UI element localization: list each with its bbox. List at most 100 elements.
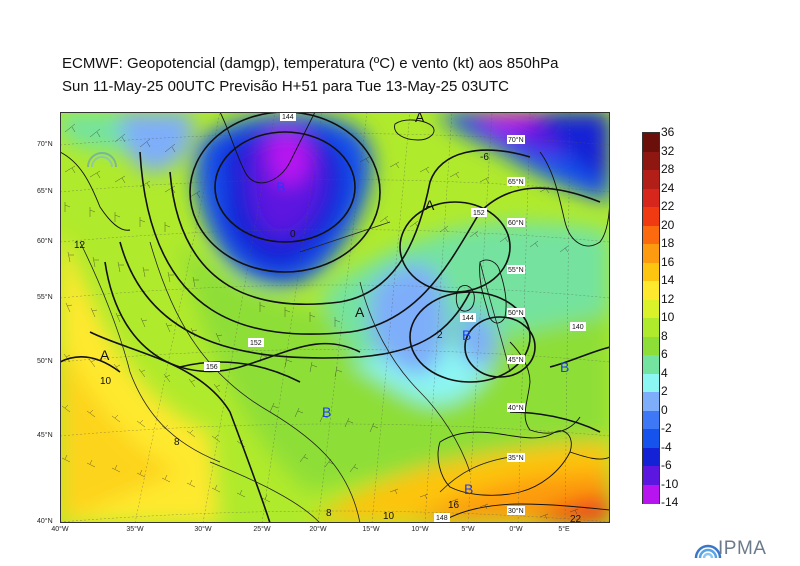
grid-label: 60°N [508, 219, 524, 227]
contour-label: 144 [462, 315, 474, 322]
isotherm-label: 8 [326, 508, 332, 519]
title-line-1: ECMWF: Geopotencial (damgp), temperatura… [62, 55, 559, 72]
isotherm-contours [79, 221, 511, 523]
iberia-coast [437, 430, 572, 496]
colorbar-tick-label: 28 [661, 162, 675, 176]
colorbar-tick-label: 16 [661, 254, 675, 269]
colorbar-tick-label: 4 [661, 365, 668, 380]
colorbar-segment [643, 170, 659, 189]
isotherm-value-labels: 12 10 8 2 0 -6 10 8 16 22 [74, 152, 582, 523]
low-center-label: B [276, 179, 285, 195]
lon-label: 10°W [411, 526, 429, 533]
scandinavia-coast [539, 151, 610, 247]
lon-label: 30°W [194, 526, 212, 533]
colorbar-tick-label: -14 [661, 495, 679, 509]
lon-label: 5°W [461, 526, 475, 533]
lat-label: 55°N [37, 294, 53, 301]
grid-label: 45°N [508, 356, 524, 364]
colorbar-tick-label: 18 [661, 236, 675, 250]
lat-label: 60°N [37, 238, 53, 245]
lon-label: 15°W [362, 526, 380, 533]
grid-label: 30°N [508, 507, 524, 515]
low-center-label: B [322, 404, 331, 420]
grid-label: 40°N [508, 404, 524, 412]
colorbar-segment [643, 410, 659, 430]
pressure-center-labels: A A A A B B B B B [100, 112, 569, 497]
isotherm-label: 10 [383, 511, 395, 522]
grid-label: 55°N [508, 266, 524, 274]
colorbar-segment [643, 207, 659, 226]
colorbar-segment [643, 466, 659, 485]
high-center-label: A [425, 197, 435, 213]
colorbar-segment [643, 188, 659, 208]
lat-label: 40°N [37, 518, 53, 525]
colorbar-tick-label: 12 [661, 291, 675, 306]
colorbar-segment [643, 151, 659, 171]
weather-map: A A A A B B B B B 152 144 140 156 148 15… [60, 112, 610, 523]
colorbar-segment [643, 336, 659, 356]
isotherm-label: 0 [290, 229, 296, 240]
colorbar-tick-label: 32 [661, 143, 675, 158]
grid-label: 50°N [508, 309, 524, 317]
colorbar-segment [643, 484, 659, 504]
temperature-colorbar [642, 132, 660, 504]
lon-label: 5°E [558, 526, 570, 533]
isotherm-label: 8 [174, 437, 180, 448]
colorbar-tick-label: 22 [661, 199, 675, 213]
colorbar-segment [643, 225, 659, 245]
high-center-label: A [355, 304, 365, 320]
lat-label: 70°N [37, 141, 53, 148]
lat-label: 50°N [37, 358, 53, 365]
high-center-label: A [415, 112, 425, 125]
lon-label: 35°W [126, 526, 144, 533]
lat-label: 45°N [37, 432, 53, 439]
colorbar-tick-label: 14 [661, 273, 675, 287]
isotherm-label: 10 [100, 376, 112, 387]
lon-label: 25°W [253, 526, 271, 533]
colorbar-tick-label: -6 [661, 458, 672, 472]
colorbar-segment [643, 355, 659, 374]
colorbar-tick-label: 0 [661, 402, 668, 417]
colorbar-tick-label: 20 [661, 217, 675, 232]
colorbar-tick-label: 24 [661, 180, 675, 195]
ireland-coast [455, 285, 475, 312]
low-center-label: B [464, 481, 473, 497]
contour-label: 148 [436, 515, 448, 522]
graticule-labels: 55°N 50°N 45°N 40°N 35°N 30°N 60°N 65°N … [507, 135, 525, 515]
grid-label: 65°N [508, 178, 524, 186]
high-center-label: A [100, 347, 110, 363]
isotherm-label: 2 [437, 330, 443, 341]
low-center-label: B [560, 359, 569, 375]
colorbar-segment [643, 392, 659, 411]
colorbar-segment [643, 262, 659, 282]
colorbar-tick-label: -10 [661, 476, 679, 491]
isotherm-label: 16 [448, 500, 460, 511]
contour-label: 140 [572, 324, 584, 331]
colorbar-segment [643, 447, 659, 467]
contour-value-labels: 152 144 140 156 148 152 144 [204, 112, 586, 522]
ipma-logo-text: IPMA [718, 538, 767, 559]
colorbar-segment [643, 244, 659, 263]
colorbar-tick-label: -4 [661, 439, 672, 454]
africa-coast [439, 503, 610, 523]
grid-label: 35°N [508, 454, 524, 462]
canada-coast [60, 151, 131, 231]
colorbar-tick-label: 2 [661, 384, 668, 398]
contour-label: 152 [250, 340, 262, 347]
colorbar-segment [643, 281, 659, 300]
mediterranean-coast [569, 451, 610, 460]
colorbar-segment [643, 429, 659, 448]
title-line-2: Sun 11-May-25 00UTC Previsão H+51 para T… [62, 78, 510, 95]
colorbar-segment [643, 299, 659, 319]
isotherm-label: 12 [74, 240, 86, 251]
contour-label: 156 [206, 364, 218, 371]
geopotential-contours [60, 112, 610, 523]
lon-label: 20°W [309, 526, 327, 533]
lon-label: 40°W [51, 526, 69, 533]
iceland-coast [394, 119, 435, 141]
colorbar-segment [643, 373, 659, 393]
colorbar-tick-label: -2 [661, 421, 672, 435]
isotherm-label: -6 [480, 152, 489, 163]
colorbar-segment [643, 318, 659, 337]
grid-label: 70°N [508, 136, 524, 144]
